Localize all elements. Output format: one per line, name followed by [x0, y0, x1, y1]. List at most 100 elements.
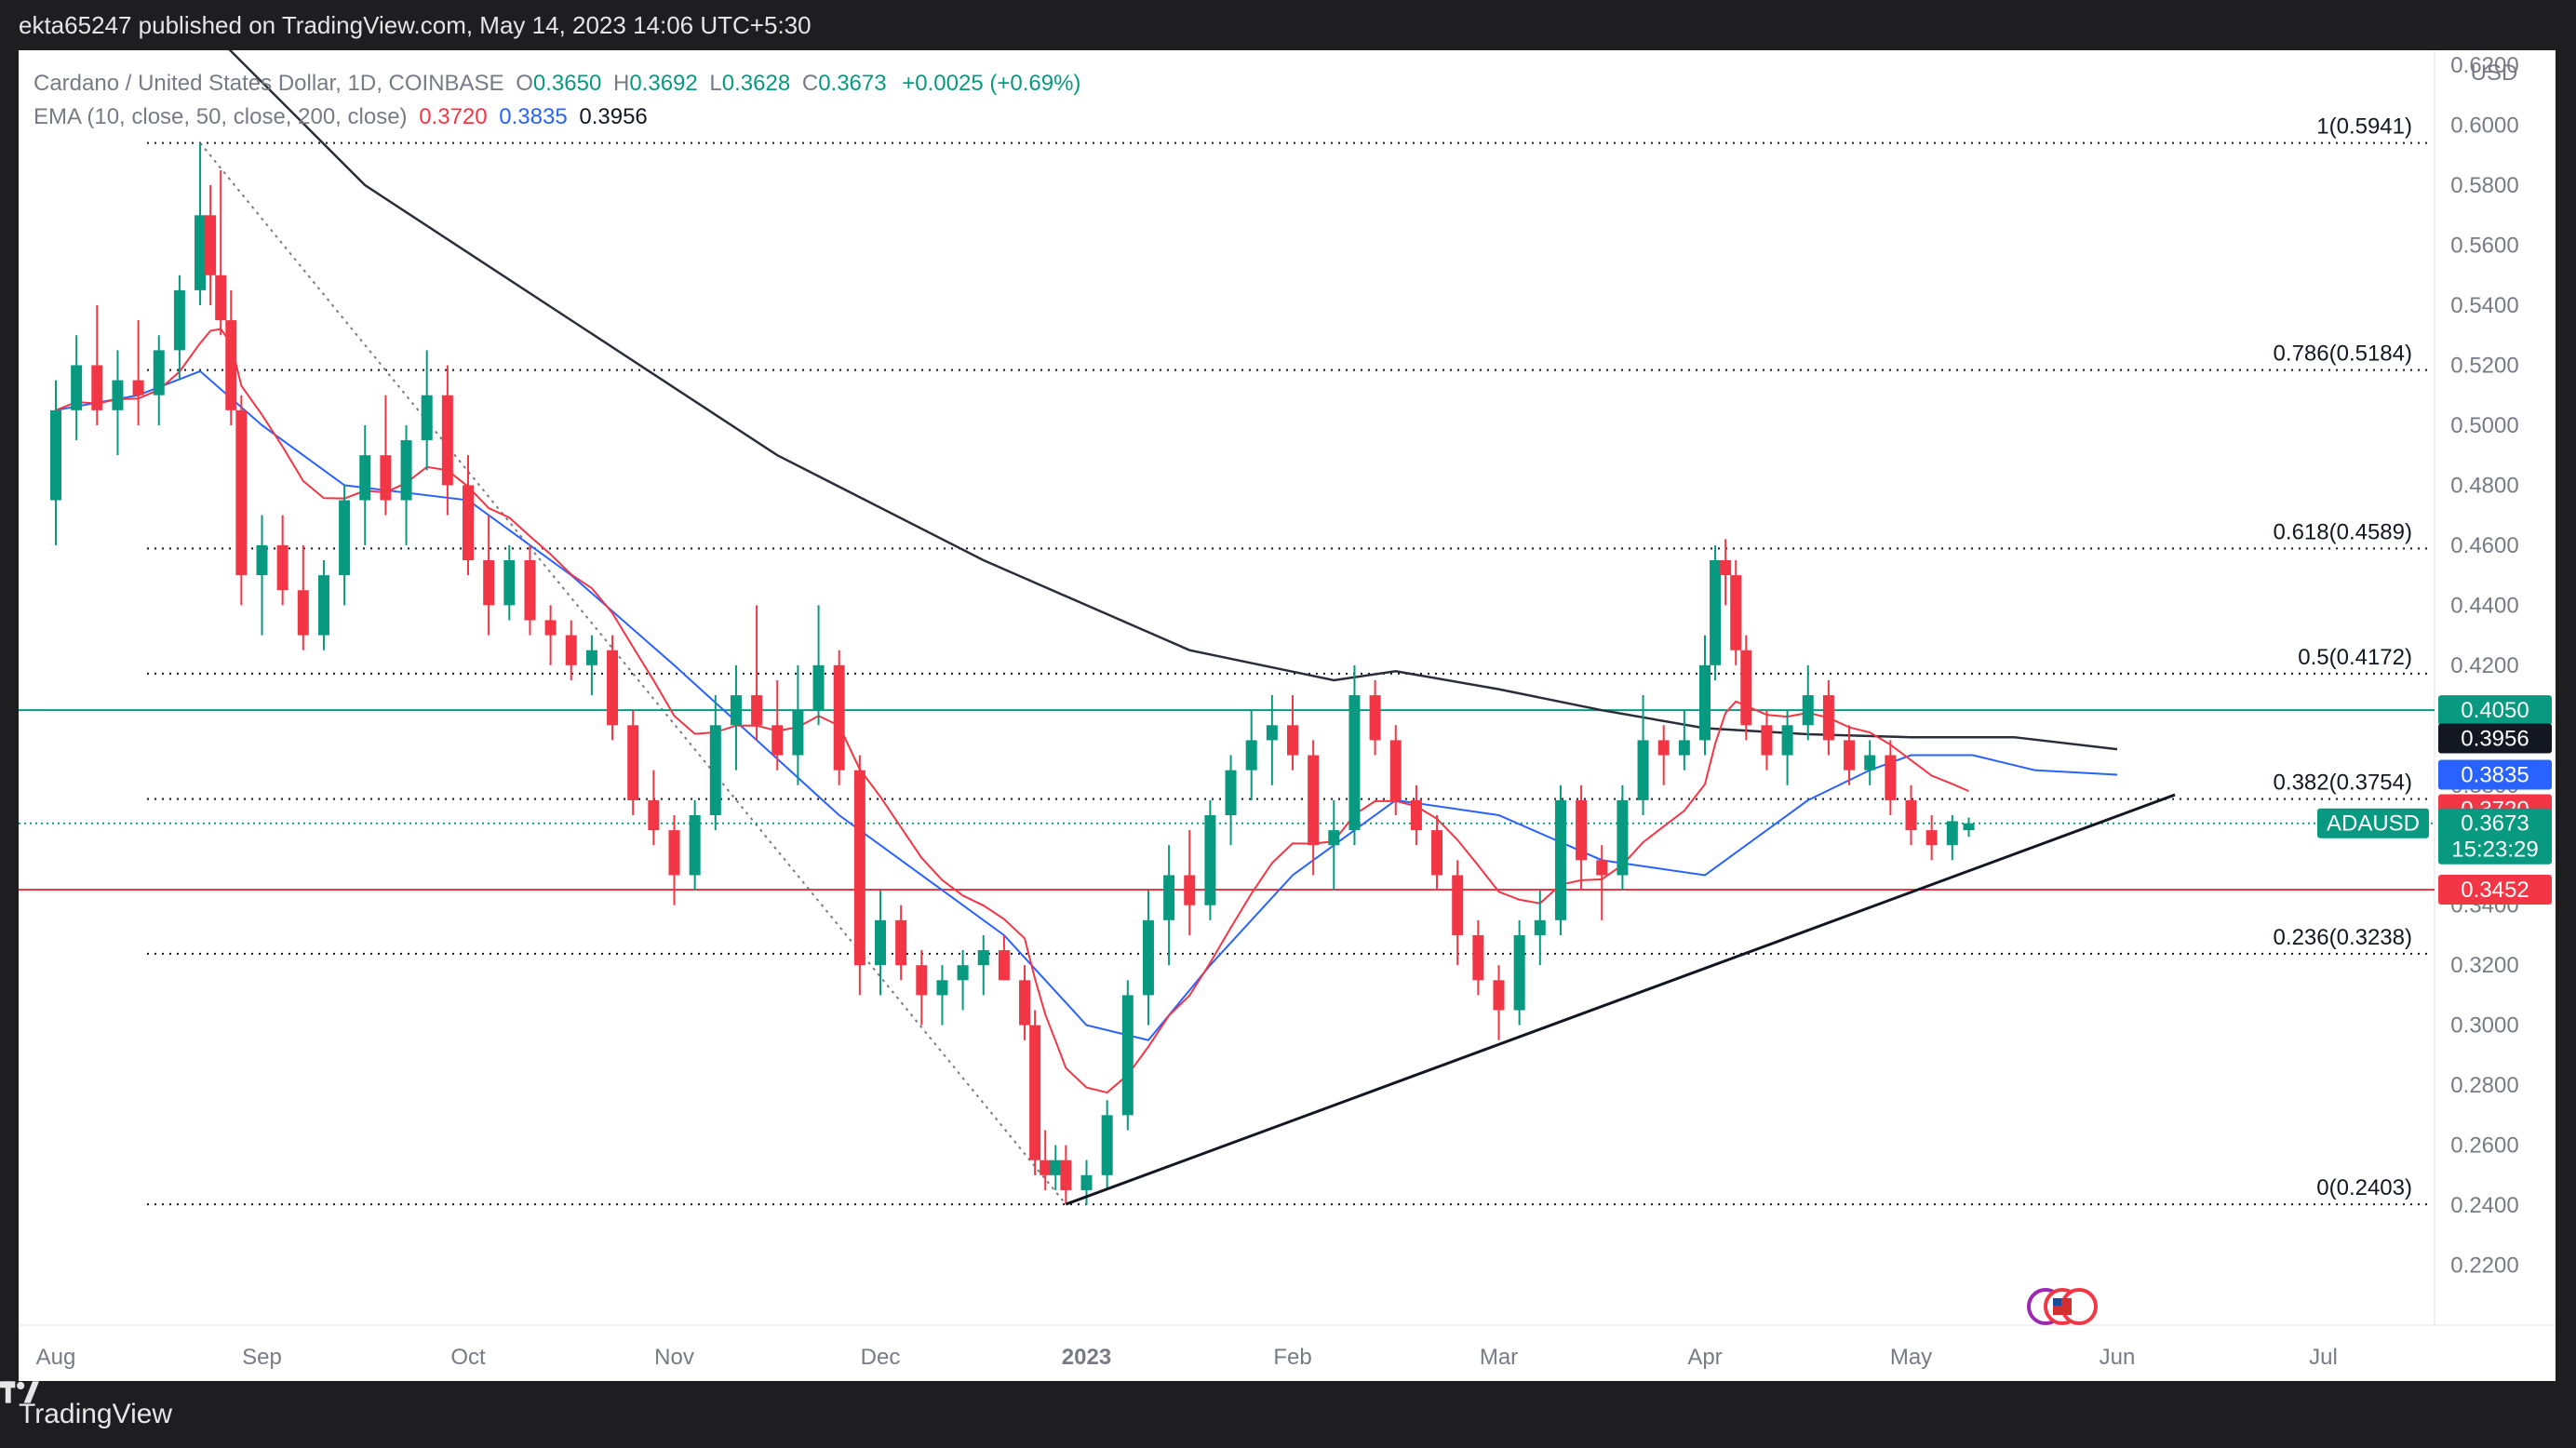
- candle[interactable]: [1720, 560, 1732, 576]
- candle[interactable]: [1781, 725, 1793, 756]
- candle[interactable]: [317, 575, 329, 636]
- candle[interactable]: [380, 455, 392, 501]
- candle[interactable]: [1019, 980, 1031, 1026]
- candle[interactable]: [1060, 1160, 1072, 1190]
- candle[interactable]: [112, 380, 124, 410]
- candle[interactable]: [916, 965, 928, 996]
- candle[interactable]: [1472, 934, 1484, 981]
- candle[interactable]: [1431, 830, 1443, 876]
- candle[interactable]: [1493, 980, 1505, 1011]
- candle[interactable]: [957, 965, 969, 981]
- candle[interactable]: [627, 725, 639, 800]
- candle[interactable]: [730, 695, 742, 726]
- candle[interactable]: [483, 560, 495, 606]
- candle[interactable]: [1905, 799, 1917, 831]
- candle[interactable]: [463, 485, 474, 560]
- candle[interactable]: [359, 455, 371, 501]
- candle[interactable]: [1080, 1174, 1093, 1190]
- candle[interactable]: [565, 635, 577, 665]
- candle[interactable]: [751, 695, 763, 726]
- candle[interactable]: [668, 830, 680, 876]
- price-chart[interactable]: 1(0.5941) 0.786(0.5184) 0.618(0.4589) 0.5(0…: [19, 50, 2556, 1381]
- candle[interactable]: [1576, 799, 1588, 861]
- candle[interactable]: [524, 560, 536, 621]
- ema-title[interactable]: EMA (10, close, 50, close, 200, close): [34, 104, 408, 129]
- candle[interactable]: [71, 365, 83, 410]
- flags-icon[interactable]: [2027, 1288, 2098, 1325]
- candle[interactable]: [1678, 740, 1690, 756]
- candle[interactable]: [441, 395, 453, 486]
- candle[interactable]: [1657, 740, 1670, 756]
- candle[interactable]: [1710, 560, 1722, 665]
- candle[interactable]: [1699, 664, 1711, 741]
- candle[interactable]: [648, 799, 660, 831]
- candle[interactable]: [1963, 823, 1975, 831]
- candle[interactable]: [1369, 695, 1381, 741]
- candle[interactable]: [1328, 830, 1340, 846]
- candle[interactable]: [1885, 755, 1897, 800]
- candle[interactable]: [1040, 1160, 1052, 1175]
- candle[interactable]: [1348, 695, 1361, 831]
- candle[interactable]: [792, 710, 804, 756]
- candle[interactable]: [400, 440, 412, 501]
- candle[interactable]: [977, 950, 989, 966]
- candle[interactable]: [421, 395, 433, 441]
- candle[interactable]: [1554, 799, 1566, 920]
- candle[interactable]: [812, 664, 825, 711]
- candle[interactable]: [339, 500, 351, 576]
- candle[interactable]: [1287, 725, 1298, 756]
- candle[interactable]: [689, 815, 701, 876]
- candle[interactable]: [205, 215, 217, 275]
- candle[interactable]: [1925, 830, 1938, 846]
- candle[interactable]: [1617, 799, 1629, 876]
- candle[interactable]: [1452, 875, 1464, 935]
- candle[interactable]: [936, 980, 948, 996]
- tradingview-logo[interactable]: TradingView: [0, 1381, 172, 1430]
- candle[interactable]: [771, 725, 784, 756]
- support-trendline[interactable]: [1065, 793, 2176, 1206]
- candle[interactable]: [1121, 995, 1134, 1116]
- candle[interactable]: [1513, 934, 1525, 1011]
- candle[interactable]: [256, 544, 268, 576]
- candle[interactable]: [1946, 821, 1958, 846]
- candle[interactable]: [1864, 755, 1876, 771]
- candle[interactable]: [1101, 1115, 1113, 1175]
- candle[interactable]: [1761, 725, 1773, 756]
- candle[interactable]: [585, 650, 597, 665]
- candle[interactable]: [1389, 740, 1402, 800]
- candle[interactable]: [153, 350, 165, 396]
- candle[interactable]: [1844, 740, 1856, 771]
- candle[interactable]: [225, 320, 237, 410]
- candle[interactable]: [1204, 815, 1216, 905]
- candle[interactable]: [215, 275, 227, 321]
- candle[interactable]: [195, 215, 207, 290]
- candle[interactable]: [1266, 725, 1278, 741]
- candle[interactable]: [1050, 1160, 1062, 1175]
- candle[interactable]: [50, 409, 61, 501]
- candle[interactable]: [875, 919, 886, 966]
- candle[interactable]: [1637, 740, 1649, 800]
- candle[interactable]: [544, 620, 557, 636]
- candle[interactable]: [1245, 740, 1257, 771]
- candle[interactable]: [1029, 1025, 1041, 1160]
- candle[interactable]: [1308, 755, 1320, 846]
- candle[interactable]: [1802, 695, 1814, 726]
- candle[interactable]: [607, 650, 619, 726]
- candle[interactable]: [1730, 575, 1742, 650]
- candle[interactable]: [297, 590, 309, 636]
- candle[interactable]: [132, 380, 144, 396]
- candle[interactable]: [503, 560, 516, 606]
- candle[interactable]: [1740, 650, 1752, 726]
- candle[interactable]: [1142, 919, 1154, 996]
- candle[interactable]: [1822, 695, 1834, 741]
- candle[interactable]: [276, 544, 288, 591]
- candle[interactable]: [1410, 799, 1422, 831]
- candle[interactable]: [709, 725, 721, 815]
- candle[interactable]: [1534, 919, 1546, 935]
- candle[interactable]: [833, 664, 845, 771]
- candle[interactable]: [91, 365, 103, 410]
- chart-area[interactable]: 1(0.5941) 0.786(0.5184) 0.618(0.4589) 0.5(0…: [19, 50, 2556, 1381]
- candle[interactable]: [1184, 875, 1196, 905]
- candle[interactable]: [173, 289, 185, 351]
- candle[interactable]: [1596, 860, 1608, 876]
